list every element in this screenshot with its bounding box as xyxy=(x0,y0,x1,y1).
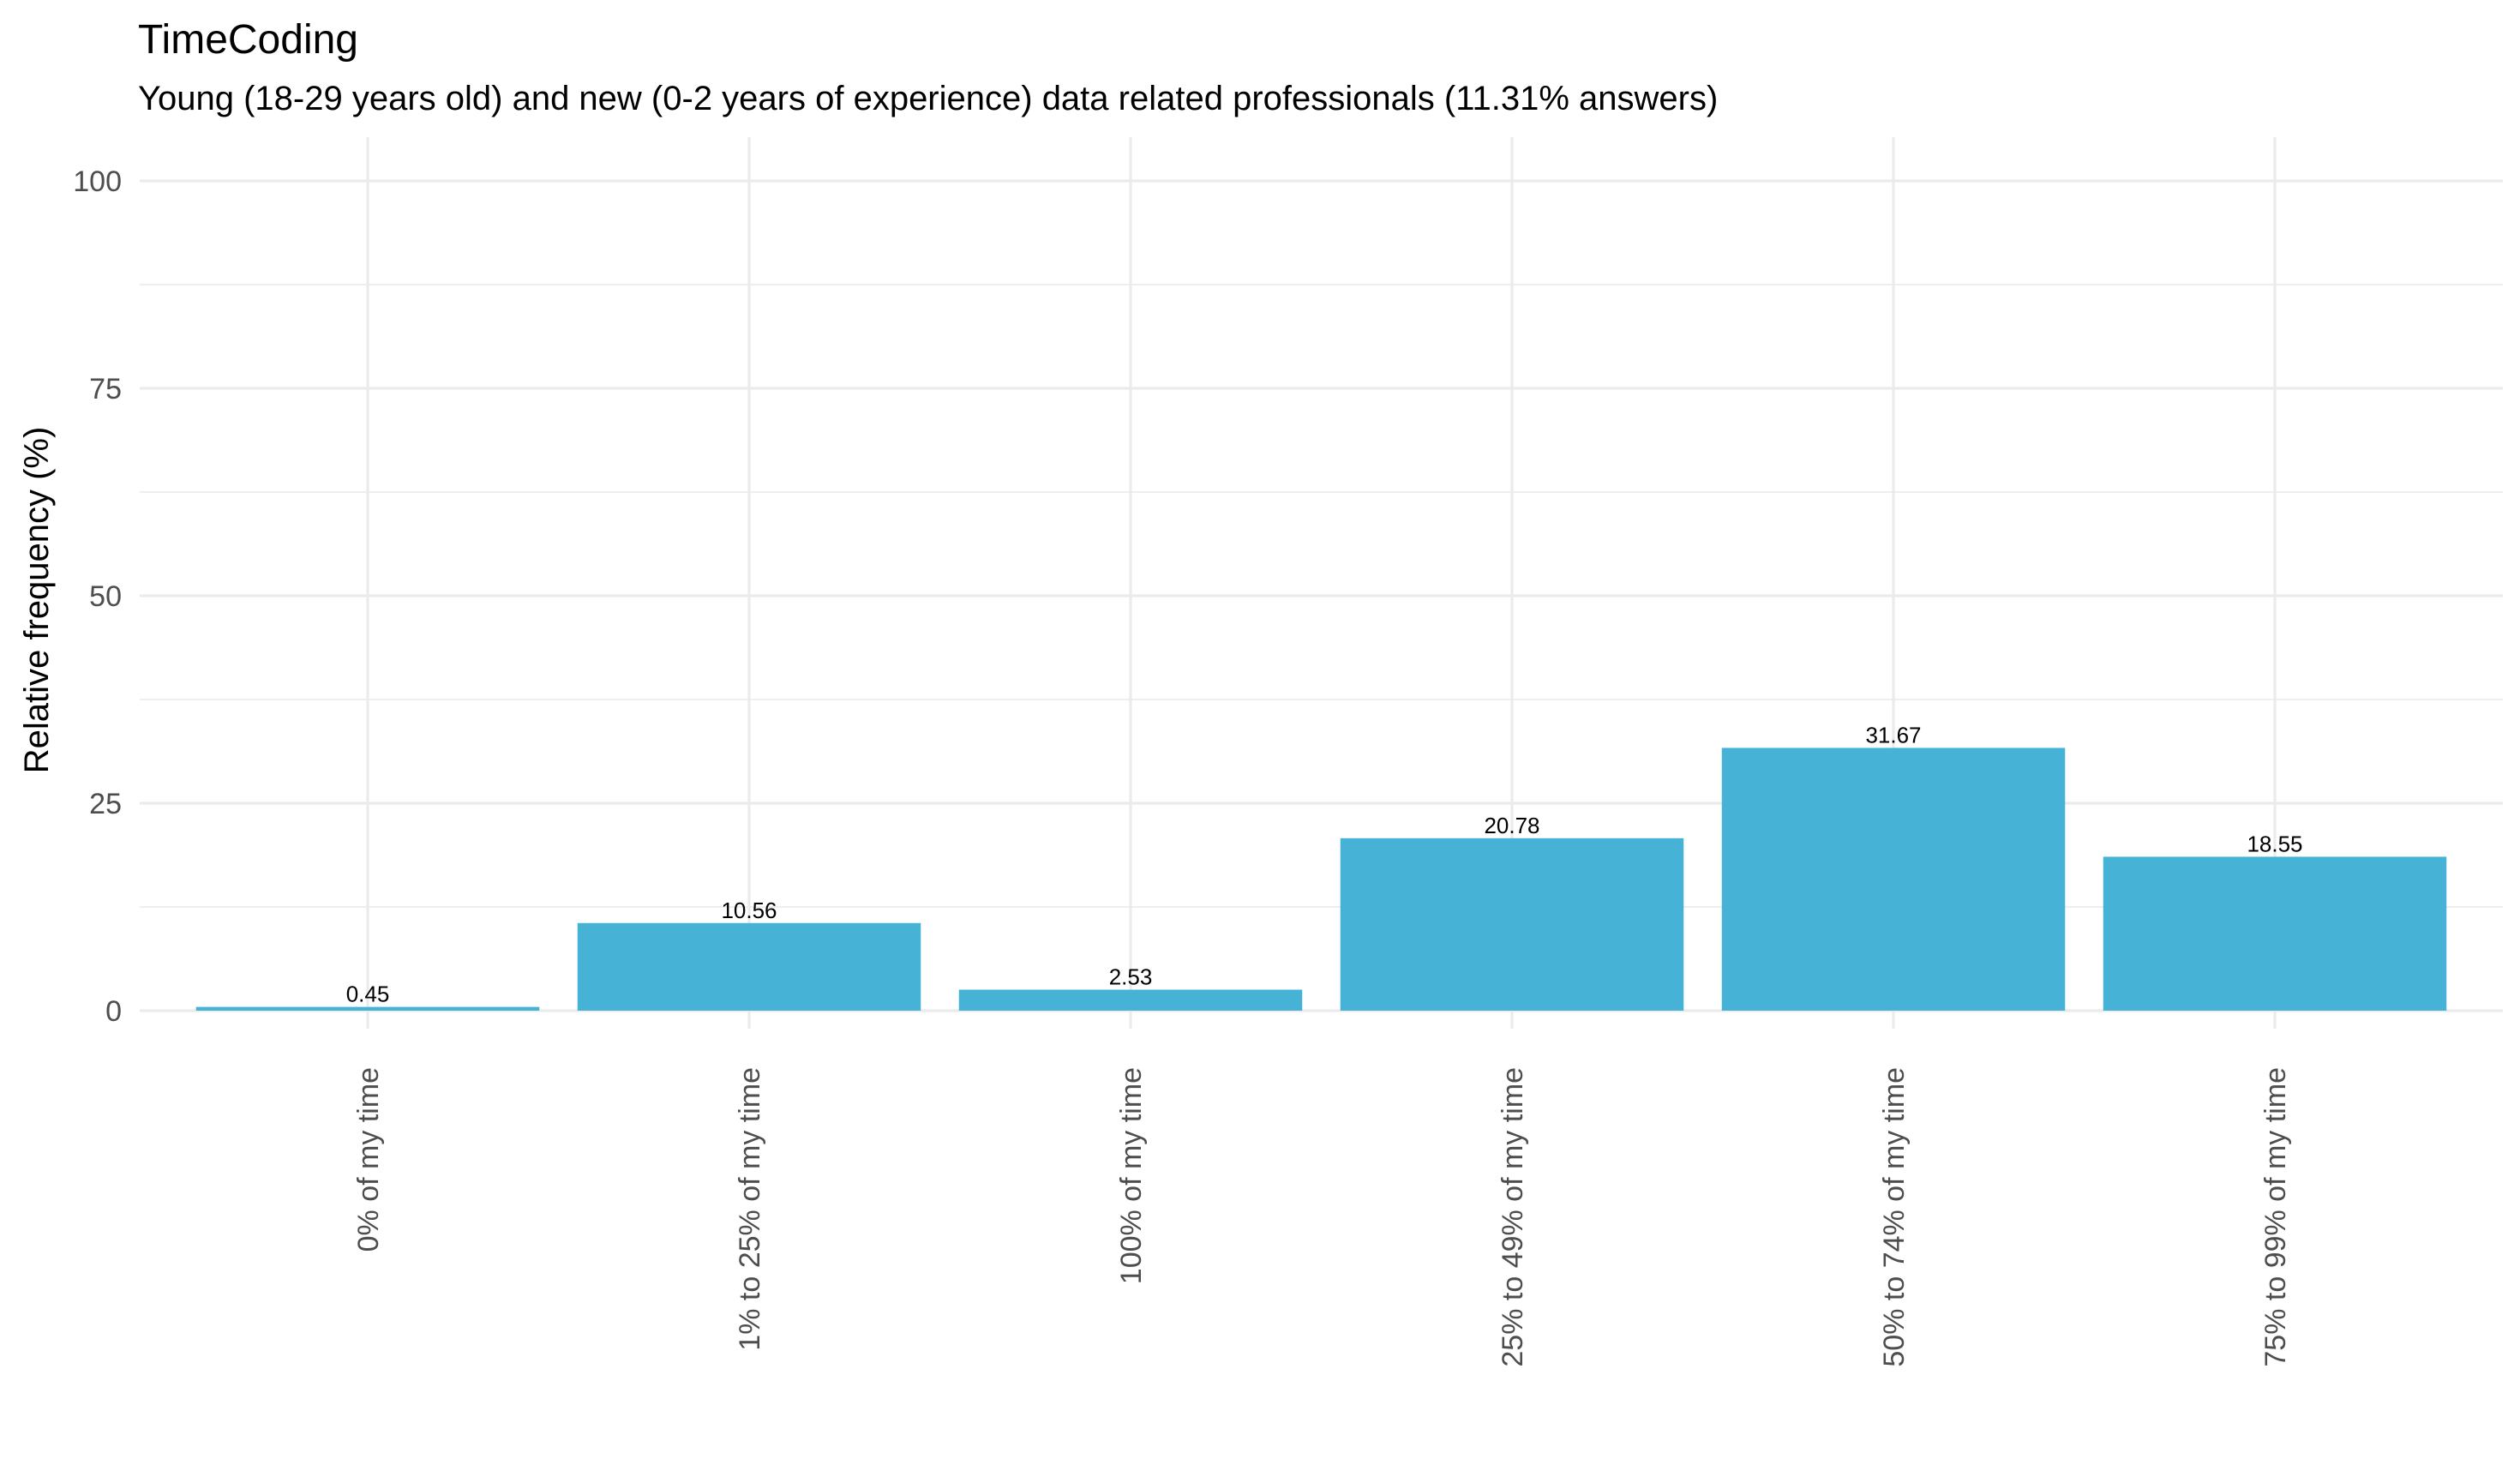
data-label: 31.67 xyxy=(1865,722,1921,748)
bar xyxy=(958,989,1303,1011)
x-tick-label: 75% to 99% of my time xyxy=(2259,1067,2292,1367)
y-axis-ticks: 0 25 50 75 100 xyxy=(73,165,122,1028)
data-label: 0.45 xyxy=(346,982,390,1007)
y-tick-label: 25 xyxy=(89,788,122,820)
bar xyxy=(195,1006,540,1011)
bar xyxy=(1721,748,2066,1011)
x-axis-ticks: 0% of my time 1% to 25% of my time 100% of… xyxy=(352,1067,2292,1367)
x-tick-label: 1% to 25% of my time xyxy=(734,1067,766,1351)
y-tick-label: 75 xyxy=(89,373,122,405)
y-axis-label: Relative frequency (%) xyxy=(18,427,56,774)
bar xyxy=(577,922,921,1011)
bar xyxy=(1340,838,1684,1011)
data-label: 20.78 xyxy=(1484,813,1539,838)
chart-subtitle: Young (18-29 years old) and new (0-2 yea… xyxy=(138,80,1718,117)
data-label: 18.55 xyxy=(2247,831,2302,856)
data-label: 10.56 xyxy=(721,898,777,923)
x-tick-label: 100% of my time xyxy=(1115,1067,1148,1284)
bars xyxy=(195,748,2447,1011)
x-tick-label: 0% of my time xyxy=(352,1067,385,1252)
y-tick-label: 50 xyxy=(89,580,122,613)
data-label: 2.53 xyxy=(1109,964,1153,990)
y-tick-label: 100 xyxy=(73,165,122,198)
x-tick-label: 25% to 49% of my time xyxy=(1497,1067,1529,1367)
chart-title: TimeCoding xyxy=(138,17,358,63)
data-labels: 0.45 10.56 2.53 20.78 31.67 18.55 xyxy=(346,722,2303,1006)
bar xyxy=(2103,856,2447,1011)
x-tick-label: 50% to 74% of my time xyxy=(1878,1067,1911,1367)
y-tick-label: 0 xyxy=(105,995,122,1028)
